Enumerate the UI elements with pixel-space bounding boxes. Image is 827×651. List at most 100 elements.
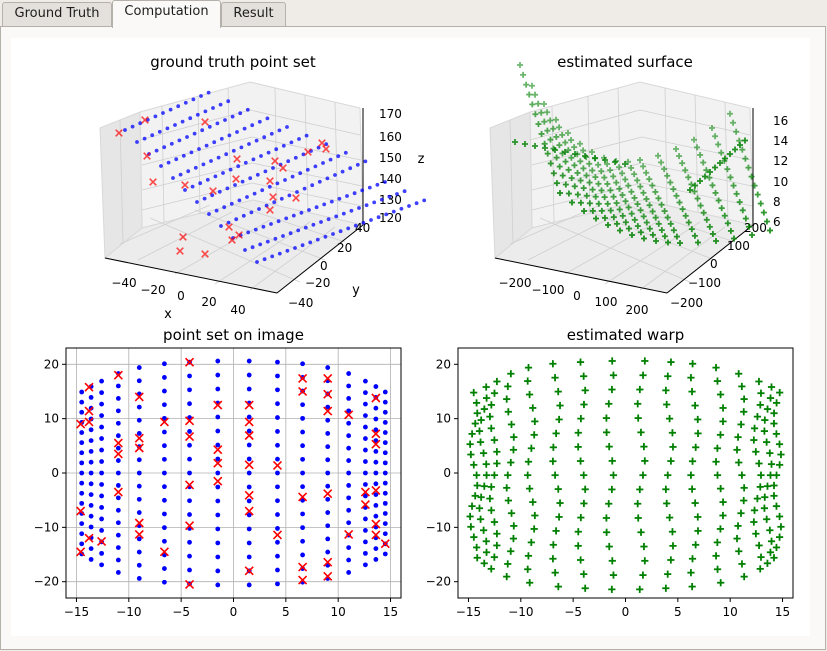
green-plus-point [529, 498, 537, 506]
red-x-point [323, 406, 333, 416]
blue-point-shape [99, 550, 104, 556]
red-x-point [244, 460, 254, 470]
blue-point-shape [363, 516, 368, 522]
tab-ground-truth[interactable]: Ground Truth [2, 2, 112, 26]
blue-point-3d-shape [326, 217, 331, 222]
blue-point [346, 420, 352, 426]
green-plus-point-3d [547, 117, 554, 124]
green-plus-point-3d [754, 191, 761, 198]
blue-point-shape [215, 484, 221, 490]
blue-point-3d-shape [231, 148, 236, 153]
green-plus-point-3d [637, 183, 644, 190]
tab-result[interactable]: Result [221, 2, 286, 26]
green-plus-point [608, 585, 616, 593]
blue-point-3d [304, 133, 309, 138]
tab-computation[interactable]: Computation [112, 0, 221, 28]
green-plus-point-3d [751, 182, 758, 189]
blue-point-3d-shape [304, 133, 309, 138]
y-tick-label: −20 [305, 276, 330, 290]
blue-point-3d [422, 198, 427, 203]
green-plus-point-3d [595, 200, 602, 207]
green-plus-point-3d [581, 208, 587, 214]
green-plus-point [490, 389, 499, 397]
blue-point-3d [270, 254, 275, 259]
blue-point-shape [136, 549, 142, 555]
blue-point-3d-shape [195, 112, 200, 117]
blue-point-3d-shape [171, 176, 175, 180]
red-x-point-3d-stroke [149, 178, 157, 186]
green-plus-point-3d [512, 139, 518, 145]
grid-line [141, 182, 253, 211]
blue-point-shape [373, 481, 379, 487]
blue-point [215, 568, 221, 574]
red-x-point-3d [225, 223, 233, 231]
plot-title: ground truth point set [150, 53, 316, 71]
blue-point [88, 513, 94, 519]
blue-point-shape [99, 459, 104, 464]
blue-point-3d-shape [222, 205, 227, 210]
blue-point-3d [153, 114, 158, 119]
red-x-point-stroke [244, 400, 254, 410]
green-plus-point-3d [682, 167, 689, 174]
blue-point [325, 549, 331, 555]
blue-point-3d-shape [273, 236, 278, 241]
red-x-point-3d-stroke [266, 177, 274, 185]
green-plus-point-3d [673, 146, 679, 152]
x-tick-label: −5 [564, 605, 582, 619]
blue-point-3d-shape [383, 180, 387, 184]
blue-point-3d-shape [180, 119, 185, 124]
blue-point [99, 528, 104, 533]
blue-point-3d [242, 126, 247, 131]
green-plus-point [475, 504, 484, 512]
blue-point-shape [275, 512, 280, 517]
blue-point-3d-shape [223, 118, 227, 122]
blue-point-shape [215, 414, 221, 420]
blue-point [187, 539, 192, 545]
green-plus-point [664, 471, 672, 479]
red-x-point-stroke [360, 499, 370, 510]
green-plus-point [740, 573, 748, 581]
blue-point-3d-shape [283, 178, 287, 182]
plot-title: point set on image [163, 326, 304, 344]
blue-point [115, 495, 121, 501]
green-plus-point-3d [589, 207, 596, 214]
green-plus-point [507, 509, 516, 517]
blue-point [363, 436, 368, 441]
red-x-point [371, 429, 381, 439]
blue-point [275, 359, 280, 365]
green-plus-point [713, 377, 722, 385]
blue-point-3d-shape [190, 184, 195, 189]
blue-point-shape [246, 456, 252, 462]
green-plus-point-3d [749, 232, 755, 238]
blue-point-3d-shape [248, 176, 253, 181]
blue-point-3d-shape [261, 224, 266, 229]
grid-line [641, 182, 753, 207]
blue-point [88, 524, 94, 530]
blue-point [99, 562, 104, 568]
blue-point-shape [346, 495, 352, 501]
green-plus-point-3d [622, 198, 629, 205]
grid-line [149, 217, 301, 283]
green-plus-point-3d [685, 219, 692, 226]
plot-title: estimated surface [557, 53, 693, 71]
blue-point-3d [369, 218, 373, 222]
blue-point [136, 483, 142, 489]
blue-point [275, 442, 280, 448]
blue-point [88, 546, 94, 552]
blue-point-shape [382, 531, 388, 537]
green-plus-point [574, 443, 582, 451]
blue-point-shape [115, 545, 121, 550]
blue-point-3d-shape [345, 194, 349, 198]
red-x-point-stroke [272, 530, 283, 540]
blue-point [363, 528, 368, 533]
red-x-point [360, 487, 370, 497]
blue-point [346, 458, 352, 463]
green-plus-point [527, 538, 535, 546]
green-plus-point [490, 436, 498, 444]
blue-point-3d [222, 205, 227, 210]
red-x-point-3d-stroke [201, 250, 209, 258]
blue-point-shape [79, 399, 85, 405]
blue-point-3d [376, 215, 381, 220]
blue-point-3d-shape [317, 179, 322, 184]
red-x-point-stroke [134, 433, 144, 443]
